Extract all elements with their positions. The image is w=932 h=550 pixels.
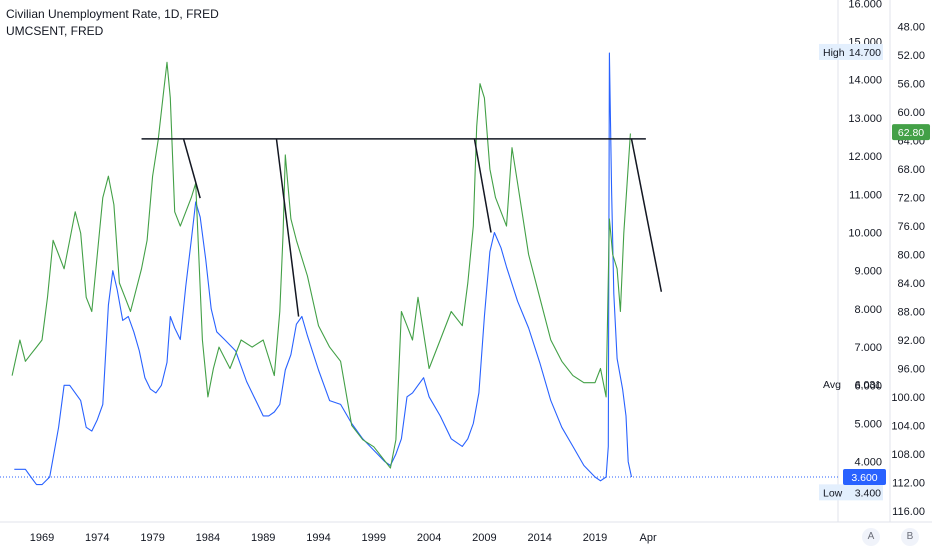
x-axis-tick: Apr: [640, 532, 657, 544]
drawing-layer[interactable]: [141, 138, 663, 317]
right-axis-tick: 80.00: [897, 250, 925, 262]
x-axis-tick: 2009: [472, 532, 496, 544]
x-axis-tick: 1999: [362, 532, 386, 544]
right-axis-tick: 72.00: [897, 193, 925, 205]
umcsent-last-badge-bg: [892, 124, 930, 141]
high-tag-label: High: [823, 47, 845, 59]
left-axis-tick: 6.000: [854, 380, 882, 392]
right-axis-tick: 52.00: [897, 50, 925, 62]
right-axis-tick: 108.00: [891, 449, 925, 461]
left-axis-tick: 14.000: [848, 75, 882, 87]
right-axis-tick: 68.00: [897, 164, 925, 176]
right-axis-tick: 84.00: [897, 278, 925, 290]
umcsent-last-badge: 62.80: [892, 124, 930, 141]
left-axis-tick: 13.000: [848, 113, 882, 125]
series-layer: [0, 52, 838, 486]
x-axis-tick: 2014: [527, 532, 551, 544]
left-axis-tick: 12.000: [848, 151, 882, 163]
low-tag-bg: [819, 484, 883, 501]
trend-line-3: [473, 138, 492, 233]
trend-line-1: [182, 138, 201, 199]
x-axis-tick: 1994: [306, 532, 330, 544]
legend-subtitle[interactable]: UMCSENT, FRED: [6, 24, 104, 38]
high-tag: High 14.700: [819, 43, 883, 60]
axis-layer: 4.000 5.000 6.000 7.000 8.000 9.000 10.000 11.0…: [30, 0, 925, 544]
right-axis-tick: 48.00: [897, 22, 925, 34]
high-tag-bg: [819, 43, 883, 60]
right-axis-tick: 104.00: [891, 420, 925, 432]
avg-tag-value: 6.031: [855, 379, 881, 391]
legend: Civilian Unemployment Rate, 1D, FRED UMC…: [6, 6, 219, 40]
left-axis-tick: 9.000: [854, 266, 882, 278]
umcsent-last-value: 62.80: [898, 127, 924, 139]
right-axis-tick: 56.00: [897, 79, 925, 91]
left-axis-tick: 16.000: [848, 0, 882, 10]
unemployment-last-badge: 3.600: [843, 468, 886, 485]
low-tag-value: 3.400: [855, 487, 881, 499]
left-axis-tick: 8.000: [854, 304, 882, 316]
right-axis-tick: 60.00: [897, 107, 925, 119]
left-axis-tick: 5.000: [854, 419, 882, 431]
tag-layer: High 14.700 Avg 6.031 Low 3.400 3.600 62.80: [819, 43, 930, 501]
right-axis-tick: 96.00: [897, 363, 925, 375]
right-axis-tick: 112.00: [892, 477, 925, 489]
x-axis-tick: 2019: [583, 532, 607, 544]
x-axis-tick: 1989: [251, 532, 275, 544]
left-axis-tick: 11.000: [849, 189, 882, 201]
x-axis-tick: 1979: [140, 532, 164, 544]
right-axis-tick: 116.00: [892, 506, 925, 518]
trend-line-4: [630, 138, 663, 292]
low-tag: Low 3.400: [819, 484, 883, 501]
high-tag-value: 14.700: [849, 47, 881, 59]
left-axis-tick: 10.000: [848, 228, 882, 240]
legend-title[interactable]: Civilian Unemployment Rate, 1D, FRED: [6, 7, 219, 21]
unemployment-last-value: 3.600: [851, 472, 877, 484]
right-axis-tick: 76.00: [897, 221, 925, 233]
x-axis-tick: 1969: [30, 532, 54, 544]
right-axis-tick: 92.00: [897, 335, 925, 347]
left-axis-tick: 4.000: [854, 457, 882, 469]
umcsent-line: [11, 61, 631, 469]
scale-b-button[interactable]: B: [901, 528, 919, 546]
avg-tag-label: Avg: [823, 379, 841, 391]
x-axis-tick: 2004: [417, 532, 441, 544]
low-tag-label: Low: [823, 487, 843, 499]
trend-line-2: [275, 138, 300, 317]
auto-scale-button[interactable]: A: [862, 528, 880, 546]
x-axis-tick: 1984: [196, 532, 220, 544]
unemployment-last-badge-bg: [843, 468, 886, 485]
avg-tag: Avg 6.031: [823, 379, 881, 391]
x-axis-tick: 1974: [85, 532, 109, 544]
right-axis-tick: 88.00: [897, 307, 925, 319]
left-axis-tick: 7.000: [854, 342, 882, 354]
unemployment-rate-line: [14, 52, 633, 486]
right-axis-tick: 100.00: [891, 392, 925, 404]
